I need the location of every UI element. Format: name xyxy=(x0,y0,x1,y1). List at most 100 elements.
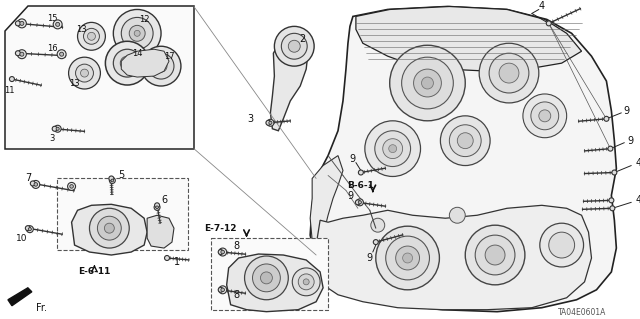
Circle shape xyxy=(129,26,145,41)
Text: 6: 6 xyxy=(161,195,167,205)
Circle shape xyxy=(122,18,153,49)
Circle shape xyxy=(386,236,429,280)
Text: 4: 4 xyxy=(539,2,545,11)
Circle shape xyxy=(253,264,280,292)
Circle shape xyxy=(156,206,159,209)
Circle shape xyxy=(365,121,420,176)
Circle shape xyxy=(266,120,271,125)
Polygon shape xyxy=(8,288,32,306)
Circle shape xyxy=(26,226,33,233)
Circle shape xyxy=(371,218,385,232)
Circle shape xyxy=(124,60,130,66)
Circle shape xyxy=(449,207,465,223)
Polygon shape xyxy=(356,6,582,71)
Text: TA04E0601A: TA04E0601A xyxy=(558,308,607,317)
Circle shape xyxy=(292,268,320,296)
Circle shape xyxy=(540,223,584,267)
Circle shape xyxy=(485,245,505,265)
Circle shape xyxy=(388,145,397,152)
Circle shape xyxy=(155,203,159,208)
Circle shape xyxy=(219,286,227,294)
Circle shape xyxy=(20,52,24,56)
Circle shape xyxy=(440,116,490,166)
Circle shape xyxy=(134,30,140,36)
Polygon shape xyxy=(271,36,308,131)
Text: 7: 7 xyxy=(25,174,31,183)
Text: 9: 9 xyxy=(627,136,634,146)
Text: 11: 11 xyxy=(4,86,14,95)
Circle shape xyxy=(610,206,615,211)
Circle shape xyxy=(531,102,559,130)
Circle shape xyxy=(56,127,60,130)
Circle shape xyxy=(77,22,106,50)
Polygon shape xyxy=(310,6,616,312)
Bar xyxy=(57,178,188,250)
Circle shape xyxy=(465,225,525,285)
Text: 5: 5 xyxy=(118,170,124,181)
Text: E-7-12: E-7-12 xyxy=(204,224,237,233)
Circle shape xyxy=(20,21,24,26)
Text: B-6-1: B-6-1 xyxy=(348,181,374,190)
Circle shape xyxy=(355,200,360,205)
Text: 4: 4 xyxy=(636,195,640,205)
Circle shape xyxy=(155,60,167,72)
Circle shape xyxy=(54,125,61,132)
Circle shape xyxy=(547,21,551,26)
Text: 14: 14 xyxy=(132,49,143,58)
Text: 9: 9 xyxy=(623,106,629,116)
Text: 9: 9 xyxy=(348,191,354,201)
Polygon shape xyxy=(314,205,591,310)
Text: 4: 4 xyxy=(636,158,640,167)
Circle shape xyxy=(52,126,57,131)
Circle shape xyxy=(612,170,617,175)
Circle shape xyxy=(244,256,288,300)
Circle shape xyxy=(83,28,99,44)
Circle shape xyxy=(10,77,15,82)
Circle shape xyxy=(56,22,60,26)
Circle shape xyxy=(120,56,134,70)
Text: 10: 10 xyxy=(16,234,28,243)
Text: E-6-11: E-6-11 xyxy=(78,267,111,277)
Text: 9: 9 xyxy=(350,153,356,164)
Text: 16: 16 xyxy=(47,44,58,53)
Circle shape xyxy=(106,41,149,85)
Text: 13: 13 xyxy=(69,78,80,87)
Circle shape xyxy=(17,50,26,59)
Circle shape xyxy=(608,146,613,151)
Circle shape xyxy=(375,131,411,167)
Circle shape xyxy=(113,10,161,57)
Circle shape xyxy=(458,133,473,149)
Circle shape xyxy=(499,63,519,83)
Circle shape xyxy=(449,125,481,157)
Circle shape xyxy=(15,51,20,56)
Circle shape xyxy=(81,69,88,77)
Circle shape xyxy=(422,77,433,89)
Circle shape xyxy=(609,198,614,203)
Circle shape xyxy=(221,250,225,254)
Circle shape xyxy=(475,235,515,275)
Circle shape xyxy=(282,33,307,59)
Circle shape xyxy=(97,216,122,240)
Circle shape xyxy=(267,119,274,126)
Circle shape xyxy=(60,52,63,56)
Text: 3: 3 xyxy=(49,134,54,143)
Text: 1: 1 xyxy=(174,257,180,267)
Text: 2: 2 xyxy=(299,34,305,44)
Circle shape xyxy=(269,121,272,124)
Circle shape xyxy=(109,177,115,183)
Polygon shape xyxy=(5,6,194,149)
Circle shape xyxy=(356,199,364,206)
Text: 8: 8 xyxy=(234,290,239,300)
Bar xyxy=(211,238,328,310)
Text: 3: 3 xyxy=(248,114,253,124)
Circle shape xyxy=(523,94,566,138)
Circle shape xyxy=(358,170,364,175)
Circle shape xyxy=(15,21,20,26)
Text: 17: 17 xyxy=(164,52,174,61)
Circle shape xyxy=(219,248,227,256)
Circle shape xyxy=(479,43,539,103)
Circle shape xyxy=(390,45,465,121)
Polygon shape xyxy=(122,49,169,77)
Circle shape xyxy=(604,116,609,121)
Circle shape xyxy=(111,179,114,182)
